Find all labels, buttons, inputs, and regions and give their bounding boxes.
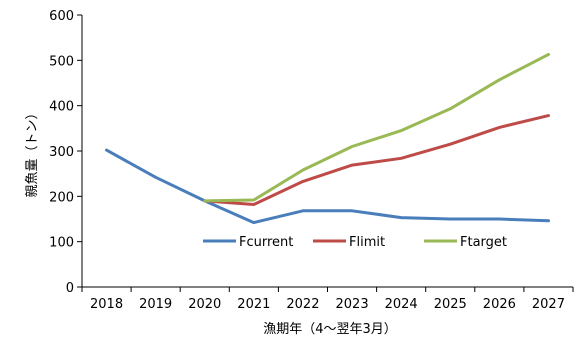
y-tick-label: 600 <box>49 9 74 24</box>
x-axis: 2018 2019 2020 2021 2022 2023 2024 2025 2026 2027 <box>81 286 574 312</box>
series-line-flimit <box>203 114 550 206</box>
series-line-fcurrent <box>105 148 550 225</box>
y-tick-label: 500 <box>49 54 74 69</box>
x-tick-label: 2026 <box>483 297 516 312</box>
y-axis-title: 親魚量（トン） <box>25 106 40 197</box>
x-tick-label: 2023 <box>336 297 369 312</box>
y-axis: 0 100 200 300 400 500 600 <box>49 9 83 296</box>
x-tick-label: 2027 <box>532 297 565 312</box>
y-tick-label: 300 <box>49 145 74 160</box>
y-tick-label: 100 <box>49 236 74 251</box>
x-tick-label: 2019 <box>139 297 172 312</box>
x-tick-label: 2018 <box>90 297 123 312</box>
x-tick-label: 2025 <box>434 297 467 312</box>
y-tick-label: 200 <box>49 190 74 205</box>
legend-label-fcurrent: Fcurrent <box>239 235 293 250</box>
x-axis-title: 漁期年（4～翌年3月） <box>263 322 397 337</box>
x-tick-label: 2021 <box>237 297 270 312</box>
y-tick-label: 400 <box>49 100 74 115</box>
legend-label-flimit: Flimit <box>349 235 385 250</box>
legend: Fcurrent Flimit Ftarget <box>203 235 507 250</box>
x-tick-label: 2020 <box>188 297 221 312</box>
series-line-ftarget <box>203 52 550 203</box>
x-tick-label: 2022 <box>286 297 319 312</box>
legend-label-ftarget: Ftarget <box>460 235 507 250</box>
y-tick-label: 0 <box>66 281 74 296</box>
series-layer <box>105 52 550 225</box>
x-tick-label: 2024 <box>385 297 418 312</box>
